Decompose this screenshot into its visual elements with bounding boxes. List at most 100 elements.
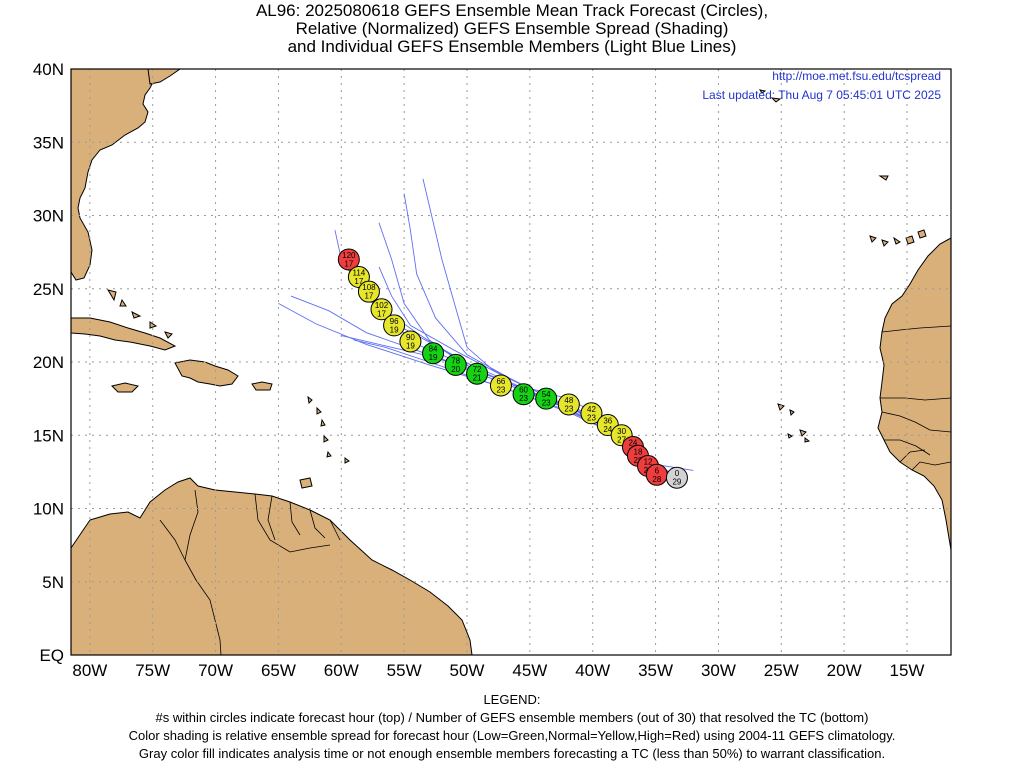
forecast-hour-label: 60 <box>519 386 528 395</box>
trinidad-island <box>299 477 313 489</box>
track-circle <box>489 374 512 397</box>
map-title-line-1: AL96: 2025080618 GEFS Ensemble Mean Trac… <box>255 1 769 20</box>
track-circle <box>337 248 360 271</box>
track-circle <box>383 314 406 337</box>
puerto-rico-island <box>251 381 273 391</box>
forecast-hour-label: 36 <box>603 416 612 425</box>
lon-tick-label: 15W <box>890 661 925 680</box>
track-circle <box>422 342 445 365</box>
member-count-label: 27 <box>617 435 626 444</box>
madeira-island <box>878 175 889 181</box>
lesser-antilles-islands <box>307 395 350 464</box>
member-count-label: 19 <box>390 325 399 334</box>
member-count-label: 28 <box>652 475 661 484</box>
legend-heading: LEGEND: <box>483 692 541 707</box>
member-count-label: 23 <box>564 404 573 413</box>
lat-tick-label: 40N <box>33 60 64 79</box>
map-title-line-2: Relative (Normalized) GEFS Ensemble Spre… <box>295 19 729 38</box>
lat-tick-label: EQ <box>39 646 64 665</box>
canary-islands <box>869 229 927 247</box>
lon-tick-label: 45W <box>512 661 547 680</box>
lat-tick-label: 5N <box>42 573 64 592</box>
lon-tick-label: 50W <box>450 661 485 680</box>
country-borders <box>159 325 951 655</box>
forecast-hour-label: 120 <box>342 251 356 260</box>
forecast-hour-label: 12 <box>644 458 653 467</box>
new-england-landmass <box>147 69 181 85</box>
south-america-landmass <box>71 477 473 655</box>
track-circle <box>580 402 603 425</box>
member-count-label: 17 <box>364 292 373 301</box>
bahamas-islands <box>106 289 173 339</box>
forecast-hour-label: 6 <box>655 466 660 475</box>
forecast-hour-label: 30 <box>617 427 626 436</box>
track-point: 628 <box>645 463 668 486</box>
map-title-line-3: and Individual GEFS Ensemble Members (Li… <box>287 37 737 56</box>
member-count-label: 29 <box>672 478 681 487</box>
member-count-label: 24 <box>603 425 612 434</box>
track-circle <box>444 353 467 376</box>
forecast-hour-label: 114 <box>353 269 366 278</box>
lon-tick-label: 70W <box>198 661 233 680</box>
lon-tick-label: 25W <box>764 661 799 680</box>
map-frame <box>70 68 952 656</box>
forecast-hour-label: 90 <box>406 333 415 342</box>
member-count-label: 21 <box>473 374 482 383</box>
track-circle <box>665 466 688 489</box>
lon-tick-label: 75W <box>135 661 170 680</box>
forecast-hour-label: 42 <box>587 405 596 414</box>
member-count-label: 20 <box>451 365 460 374</box>
track-circle <box>399 330 422 353</box>
lat-tick-label: 20N <box>33 353 64 372</box>
forecast-hour-label: 102 <box>375 301 389 310</box>
forecast-hour-label: 66 <box>496 377 505 386</box>
legend-line-1: #s within circles indicate forecast hour… <box>155 710 869 725</box>
lat-tick-label: 10N <box>33 500 64 519</box>
lon-tick-label: 30W <box>701 661 736 680</box>
forecast-hour-label: 78 <box>451 356 460 365</box>
jamaica-island <box>111 382 139 393</box>
track-circle <box>512 383 535 406</box>
track-circle <box>535 387 558 410</box>
forecast-hour-label: 96 <box>390 317 399 326</box>
legend-line-3: Gray color fill indicates analysis time … <box>138 746 886 761</box>
lon-tick-label: 80W <box>72 661 107 680</box>
forecast-hour-label: 0 <box>675 469 680 478</box>
longitude-axis-labels: 80W 75W 70W 65W 60W 55W 50W 45W 40W 35W 30W 25W 20W 1… <box>72 661 924 680</box>
lat-tick-label: 15N <box>33 426 64 445</box>
lon-tick-label: 60W <box>324 661 359 680</box>
lon-tick-label: 20W <box>827 661 862 680</box>
member-count-label: 19 <box>429 353 438 362</box>
member-count-label: 23 <box>587 413 596 422</box>
lon-tick-label: 65W <box>261 661 296 680</box>
track-circle <box>557 393 580 416</box>
lat-tick-label: 25N <box>33 280 64 299</box>
source-url[interactable]: http://moe.met.fsu.edu/tcspread <box>772 69 941 83</box>
last-updated: Last updated: Thu Aug 7 05:45:01 UTC 202… <box>702 88 941 102</box>
forecast-hour-label: 84 <box>429 345 438 354</box>
lon-tick-label: 40W <box>575 661 610 680</box>
track-circle <box>357 280 380 303</box>
cuba-island <box>71 317 177 351</box>
member-count-label: 23 <box>496 385 505 394</box>
track-circle <box>370 298 393 321</box>
track-circle <box>466 362 489 385</box>
member-count-label: 23 <box>519 394 528 403</box>
member-count-label: 23 <box>542 399 551 408</box>
latitude-axis-labels: EQ 5N 10N 15N 20N 25N 30N 35N 40N <box>33 60 64 665</box>
forecast-hour-label: 72 <box>473 365 482 374</box>
